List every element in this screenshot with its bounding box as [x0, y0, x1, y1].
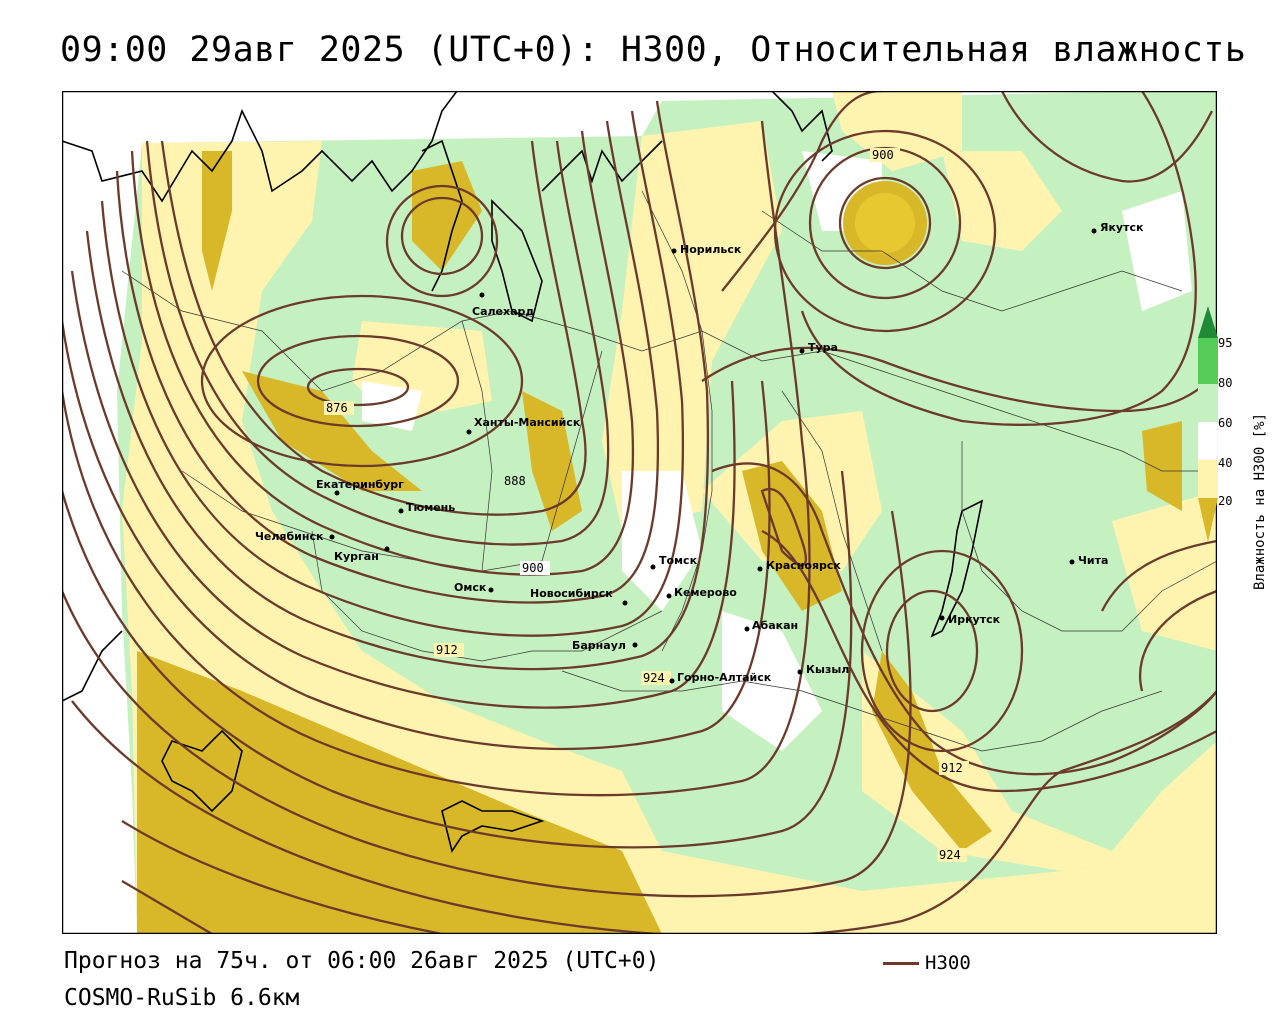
- colorbar-lt20: [1198, 498, 1218, 542]
- contour-label: 888: [504, 474, 526, 488]
- h300-legend-label: H300: [925, 952, 971, 974]
- h300-contours: [62, 91, 1217, 934]
- model-name: COSMO-RuSib 6.6км: [64, 985, 300, 1011]
- city-novosibirsk: Новосибирск: [530, 587, 613, 600]
- city-ekaterinburg: Екатеринбург: [316, 478, 404, 491]
- city-markers: Салехард Норильск Якутск Тура Ханты-Манс…: [255, 221, 1144, 684]
- contour-label: 924: [643, 671, 665, 685]
- colorbar-tick: 40: [1218, 456, 1233, 470]
- coastlines: [62, 91, 984, 853]
- contour-label: 912: [941, 761, 963, 775]
- admin-borders: [121, 190, 1217, 752]
- city-gorno-altaysk: Горно-Алтайск: [677, 671, 772, 684]
- colorbar-tick: 95: [1218, 336, 1233, 350]
- city-norilsk: Норильск: [680, 243, 742, 256]
- contour-labels: 876 888 900 912 924 900 912 924: [324, 148, 969, 862]
- forecast-info: Прогноз на 75ч. от 06:00 26авг 2025 (UTC…: [64, 948, 660, 974]
- contour-label: 924: [939, 848, 961, 862]
- contour-label: 900: [522, 561, 544, 575]
- colorbar-40-60: [1198, 421, 1218, 461]
- contour-label: 912: [436, 643, 458, 657]
- h300-line-swatch: [883, 961, 919, 965]
- colorbar-60-80: [1198, 384, 1218, 422]
- city-abakan: Абакан: [752, 619, 798, 632]
- humidity-40-60-zones: [362, 151, 1192, 751]
- colorbar-title: Влажность на H300 [%]: [1252, 412, 1268, 590]
- city-salekhard: Салехард: [472, 305, 534, 318]
- city-tyumen: Тюмень: [406, 501, 455, 514]
- colorbar-tick: 20: [1218, 494, 1233, 508]
- city-khanty-mansiysk: Ханты-Мансийск: [474, 416, 581, 429]
- colorbar-20-40: [1198, 460, 1218, 498]
- city-yakutsk: Якутск: [1100, 221, 1144, 234]
- city-chita: Чита: [1078, 554, 1108, 567]
- colorbar-gt95: [1198, 306, 1218, 338]
- city-chelyabinsk: Челябинск: [255, 530, 324, 543]
- colorbar: [1198, 306, 1218, 542]
- city-irkutsk: Иркутск: [948, 613, 1001, 626]
- colorbar-tick: 60: [1218, 416, 1233, 430]
- contour-label: 876: [326, 401, 348, 415]
- city-krasnoyarsk: Красноярск: [766, 559, 841, 572]
- city-tomsk: Томск: [659, 554, 698, 567]
- city-kyzyl: Кызыл: [806, 663, 849, 676]
- city-kurgan: Курган: [334, 550, 379, 563]
- city-omsk: Омск: [454, 581, 487, 594]
- colorbar-80-95: [1198, 338, 1218, 384]
- city-barnaul: Барнаул: [572, 639, 626, 652]
- h300-legend: H300: [883, 952, 971, 974]
- map-frame: [62, 91, 1217, 934]
- colorbar-tick: 80: [1218, 376, 1233, 390]
- dry-core: [855, 193, 915, 253]
- map-title: 09:00 29авг 2025 (UTC+0): H300, Относите…: [60, 30, 1247, 70]
- city-kemerovo: Кемерово: [674, 586, 737, 599]
- contour-label: 900: [872, 148, 894, 162]
- weather-map: 876 888 900 912 924 900 912 924 Салехард…: [62, 91, 1217, 934]
- city-tura: Тура: [808, 341, 838, 354]
